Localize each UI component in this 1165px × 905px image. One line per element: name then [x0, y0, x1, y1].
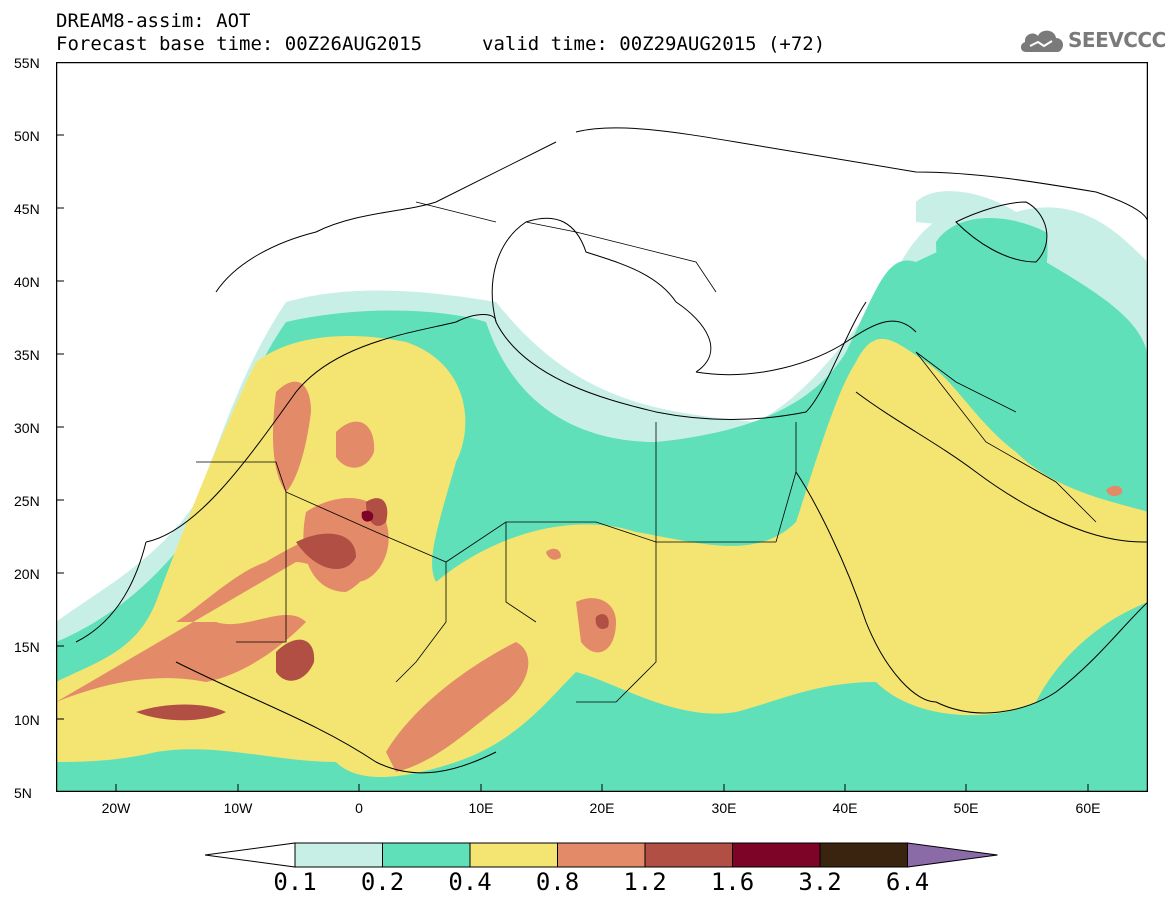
colorbar-label: 6.4 [885, 868, 930, 896]
aot-map [56, 62, 1148, 792]
lon-label: 60E [1075, 800, 1101, 816]
colorbar-label: 0.8 [535, 868, 580, 896]
colorbar-label: 0.4 [448, 868, 492, 896]
colorbar-segment [469, 842, 558, 868]
lat-label: 45N [14, 201, 40, 217]
lon-label: 10W [223, 800, 253, 816]
lon-label: 20W [101, 800, 131, 816]
colorbar-segment [819, 842, 908, 868]
lat-label: 30N [14, 420, 40, 436]
cloud-icon [1020, 30, 1064, 52]
map-title: DREAM8-assim: AOT [56, 10, 251, 32]
colorbar-segment [732, 842, 821, 868]
lat-label: 50N [14, 128, 40, 144]
lon-label: 10E [468, 800, 494, 816]
colorbar-arrow-high [907, 842, 998, 868]
coastlines [75, 127, 1148, 774]
logo-text: SEEVCCC [1068, 28, 1165, 52]
lat-label: 5N [14, 785, 32, 801]
colorbar-segment [294, 842, 383, 868]
lon-label: 30E [711, 800, 737, 816]
colorbar-label: 1.6 [710, 868, 755, 896]
lat-label: 15N [14, 639, 40, 655]
lat-label: 35N [14, 347, 40, 363]
aot-colorbar [205, 842, 998, 868]
colorbar-arrow-low [205, 842, 296, 868]
forecast-base-time: Forecast base time: 00Z26AUG2015 [56, 33, 423, 55]
lon-label: 40E [832, 800, 858, 816]
valid-time: valid time: 00Z29AUG2015 (+72) [482, 33, 826, 55]
colorbar-label: 3.2 [798, 868, 842, 896]
lat-label: 40N [14, 274, 40, 290]
aot-shading-0.8 [56, 381, 1123, 772]
seevccc-logo: SEEVCCC [1018, 24, 1165, 58]
aot-shading-1.6 [361, 510, 374, 522]
lat-label: 10N [14, 712, 40, 728]
country-borders [196, 201, 1097, 703]
colorbar-label: 0.2 [360, 868, 405, 896]
aot-shading-1.2 [136, 498, 609, 721]
lat-label: 25N [14, 493, 40, 509]
lat-label: 55N [14, 55, 40, 71]
colorbar-segment [382, 842, 471, 868]
lon-label: 20E [589, 800, 615, 816]
colorbar-label: 0.1 [273, 868, 317, 896]
lon-label: 0 [355, 800, 363, 816]
colorbar-segment [644, 842, 733, 868]
colorbar-segment [557, 842, 646, 868]
colorbar-label: 1.2 [623, 868, 667, 896]
axis-ticks [56, 62, 1089, 792]
aot-shading-0.4 [56, 336, 1148, 777]
lon-label: 50E [953, 800, 979, 816]
lat-label: 20N [14, 566, 40, 582]
